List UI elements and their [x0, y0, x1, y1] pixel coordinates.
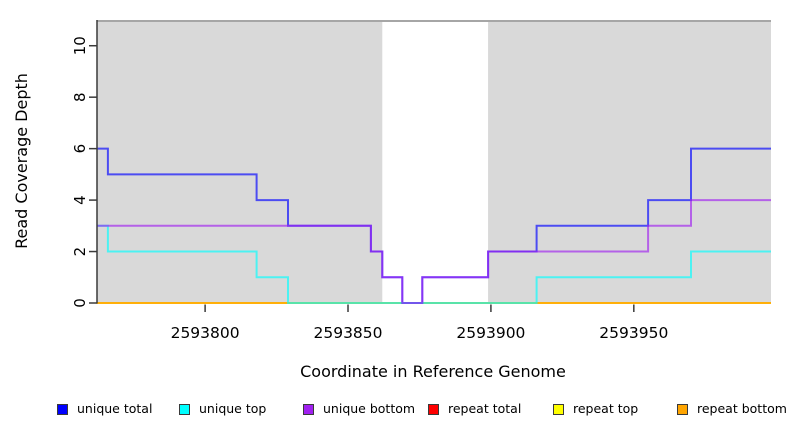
x-tick-label: 2593950: [599, 324, 668, 342]
legend-swatch: [303, 403, 314, 415]
legend-swatch: [428, 403, 439, 415]
y-tick-label: 6: [71, 144, 89, 154]
legend-swatch: [677, 403, 688, 415]
axes: 0 2 4 6 8 10 2593800 2593850 2593900 2593950: [71, 20, 668, 342]
series-lines: [96, 147, 771, 304]
legend-label: repeat bottom: [697, 401, 787, 416]
legend-item-unique-top: unique top: [179, 400, 266, 418]
series-unique-bottom: [96, 199, 771, 304]
legend-item-unique-total: unique total: [57, 400, 152, 418]
x-tick-label: 2593900: [456, 324, 525, 342]
legend-item-repeat-top: repeat top: [553, 400, 638, 418]
legend-swatch: [57, 403, 68, 415]
legend-item-unique-bottom: unique bottom: [303, 400, 415, 418]
legend-item-repeat-bottom: repeat bottom: [677, 400, 787, 418]
y-tick-label: 2: [71, 247, 89, 257]
y-tick-label: 8: [71, 92, 89, 102]
x-tick-label: 2593850: [313, 324, 382, 342]
legend-label: repeat total: [448, 401, 522, 416]
coverage-chart: 0 2 4 6 8 10 2593800 2593850 2593900 2593950 Coor…: [12, 20, 771, 381]
y-axis-title: Read Coverage Depth: [12, 73, 31, 249]
x-tick-label: 2593800: [171, 324, 240, 342]
y-tick-label: 4: [71, 195, 89, 205]
legend-label: unique bottom: [323, 401, 416, 416]
legend-label: repeat top: [573, 401, 639, 416]
legend-label: unique top: [199, 401, 267, 416]
plot-panel: [96, 20, 771, 303]
legend-swatch: [179, 403, 190, 415]
y-tick-label: 0: [71, 298, 89, 308]
x-axis-title: Coordinate in Reference Genome: [300, 362, 566, 381]
legend-item-repeat-total: repeat total: [428, 400, 521, 418]
legend: unique total unique top unique bottom repea…: [0, 400, 792, 422]
y-tick-label: 10: [71, 36, 89, 55]
series-unique-top: [96, 224, 771, 304]
legend-swatch: [553, 403, 564, 415]
unshaded-band: [382, 22, 489, 303]
legend-label: unique total: [77, 401, 153, 416]
